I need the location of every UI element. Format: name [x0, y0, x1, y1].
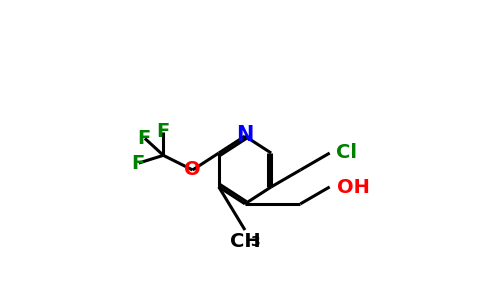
Text: F: F [131, 154, 145, 172]
Text: 3: 3 [250, 236, 260, 249]
Text: F: F [137, 129, 151, 148]
Text: CH: CH [229, 232, 260, 250]
Text: OH: OH [337, 178, 370, 197]
Text: Cl: Cl [336, 143, 357, 162]
Text: F: F [157, 122, 170, 141]
Text: N: N [236, 125, 254, 145]
Text: O: O [184, 160, 201, 179]
